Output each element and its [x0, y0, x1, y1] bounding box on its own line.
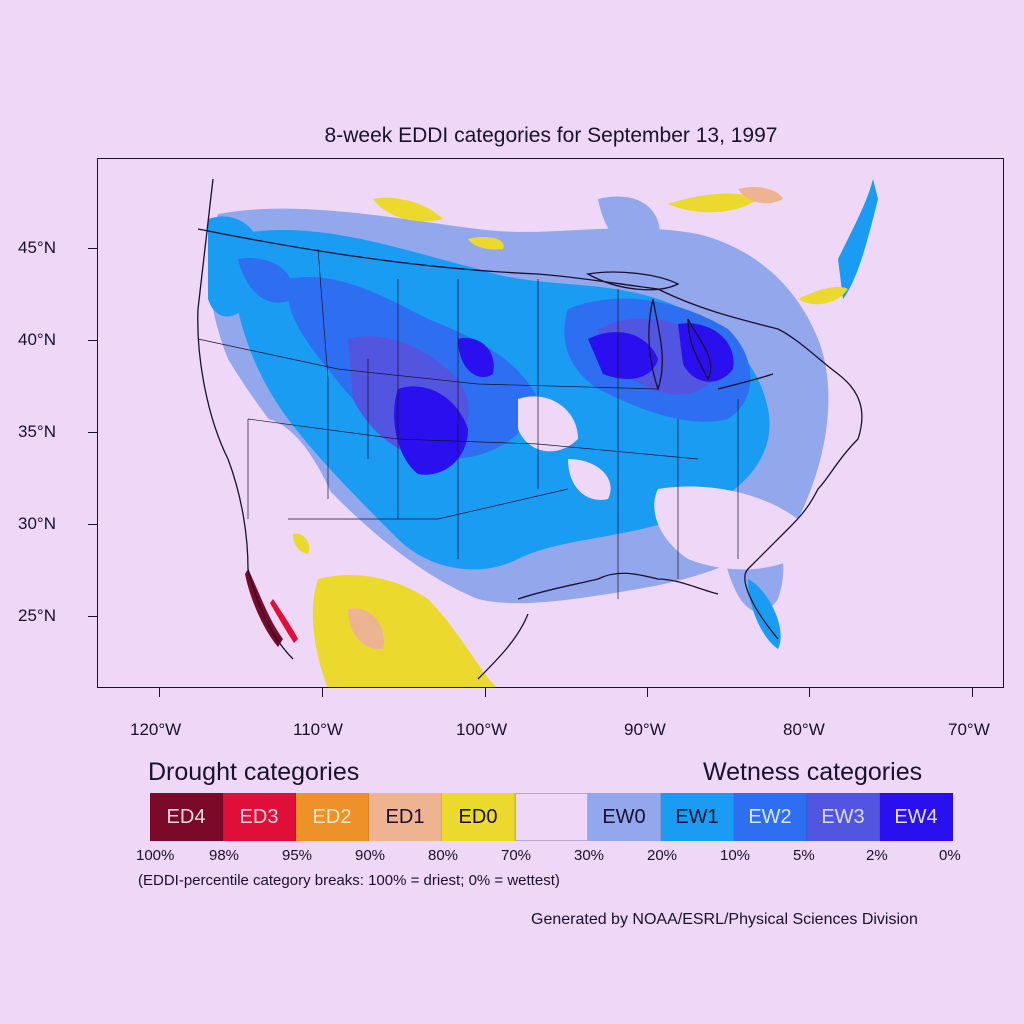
legend-category-ed4: ED4: [150, 793, 223, 841]
lon-label: 90°W: [624, 720, 666, 739]
great-lakes: [586, 271, 774, 392]
lon-label: 120°W: [130, 720, 182, 739]
legend-color-bar: ED4 ED3 ED2 ED1 ED0 EW0 EW1 EW2 EW3 EW4: [150, 793, 953, 841]
lon-tick: [322, 688, 323, 697]
legend-category-ew4: EW4: [880, 793, 953, 841]
neutral-regions: [248, 396, 818, 609]
lat-tick: [88, 616, 97, 617]
lat-label: 35°N: [18, 422, 56, 441]
wetness-heading: Wetness categories: [703, 758, 923, 786]
legend-category-ew0: EW0: [588, 793, 661, 841]
coastlines: [197, 178, 863, 680]
map-title: 8-week EDDI categories for September 13,…: [324, 124, 778, 147]
percent-break: 100%: [136, 847, 175, 864]
eddi-map-svg: [98, 159, 1003, 687]
lat-tick: [88, 340, 97, 341]
percent-break: 70%: [501, 847, 532, 864]
lat-label: 30°N: [18, 514, 56, 533]
lat-tick: [88, 432, 97, 433]
eddi-map: [97, 158, 1004, 688]
lon-label: 70°W: [948, 720, 990, 739]
percent-break: 30%: [574, 847, 605, 864]
lon-label: 80°W: [783, 720, 825, 739]
lon-tick: [647, 688, 648, 697]
legend-category-ed3: ED3: [223, 793, 296, 841]
legend-category-ew2: EW2: [734, 793, 807, 841]
ed1-regions: [348, 187, 783, 650]
lon-tick: [159, 688, 160, 697]
percent-break: 90%: [355, 847, 386, 864]
lon-tick: [809, 688, 810, 697]
drought-heading: Drought categories: [148, 758, 360, 786]
legend-category-ed0: ED0: [442, 793, 515, 841]
percent-break: 2%: [866, 847, 888, 864]
legend-category-ew1: EW1: [661, 793, 734, 841]
lat-tick: [88, 248, 97, 249]
percent-break: 5%: [793, 847, 815, 864]
credit-text: Generated by NOAA/ESRL/Physical Sciences…: [531, 911, 918, 928]
lat-label: 25°N: [18, 606, 56, 625]
lon-tick: [485, 688, 486, 697]
lat-tick: [88, 524, 97, 525]
legend-note: (EDDI-percentile category breaks: 100% =…: [138, 872, 560, 889]
percent-break: 80%: [428, 847, 459, 864]
lat-label: 45°N: [18, 238, 56, 257]
percent-break: 98%: [209, 847, 240, 864]
lon-label: 100°W: [456, 720, 508, 739]
legend-category-ed1: ED1: [369, 793, 442, 841]
percent-break: 95%: [282, 847, 313, 864]
legend-category-neutral: [515, 793, 588, 841]
legend-category-ew3: EW3: [807, 793, 880, 841]
legend-category-ed2: ED2: [296, 793, 369, 841]
percent-break: 10%: [720, 847, 751, 864]
percent-break: 20%: [647, 847, 678, 864]
ed0-regions: [293, 193, 848, 687]
percent-break: 0%: [939, 847, 961, 864]
ew4-regions: [394, 323, 734, 475]
lon-label: 110°W: [293, 720, 343, 739]
lon-tick: [972, 688, 973, 697]
lat-label: 40°N: [18, 330, 56, 349]
ed4-regions: [245, 569, 298, 647]
state-borders: [197, 248, 739, 599]
